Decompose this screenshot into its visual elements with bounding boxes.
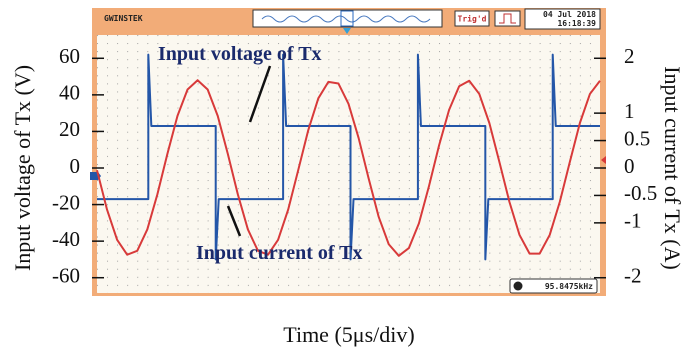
frequency: 95.8475kHz [545,282,593,291]
trigger-status: Trig'd [458,14,487,24]
waveform-box [253,10,442,27]
y-tick-label: 0 [70,154,81,178]
date: 04 Jul 2018 [543,10,596,19]
brand: GWINSTEK [104,14,143,23]
chart: GWINSTEK Trig'd 04 Jul 2018 16:18:39 95.… [0,0,690,354]
y2-tick-label: 2 [624,44,635,68]
time: 16:18:39 [557,19,596,28]
annotation: Input voltage of Tx [158,43,322,65]
y2-tick-label: 0 [624,154,635,178]
y-tick-label: 40 [59,81,80,105]
y-tick-label: 20 [59,117,80,141]
y2-tick-label: -0.5 [624,181,657,205]
annotation: Input current of Tx [196,242,363,264]
edge-box [495,11,520,26]
y-axis-title: Input voltage of Tx (V) [10,65,35,271]
x-axis-title: Time (5μs/div) [283,322,414,347]
y-tick-label: -20 [52,190,80,214]
y2-axis-title: Input current of Tx (A) [660,66,685,270]
y2-tick-label: -2 [624,264,642,288]
frequency-icon [514,282,523,291]
y2-tick-label: 0.5 [624,126,650,150]
y2-tick-label: -1 [624,209,642,233]
y-tick-label: 60 [59,44,80,68]
y2-tick-label: 1 [624,99,635,123]
y-tick-label: -60 [52,264,80,288]
y-tick-label: -40 [52,227,80,251]
